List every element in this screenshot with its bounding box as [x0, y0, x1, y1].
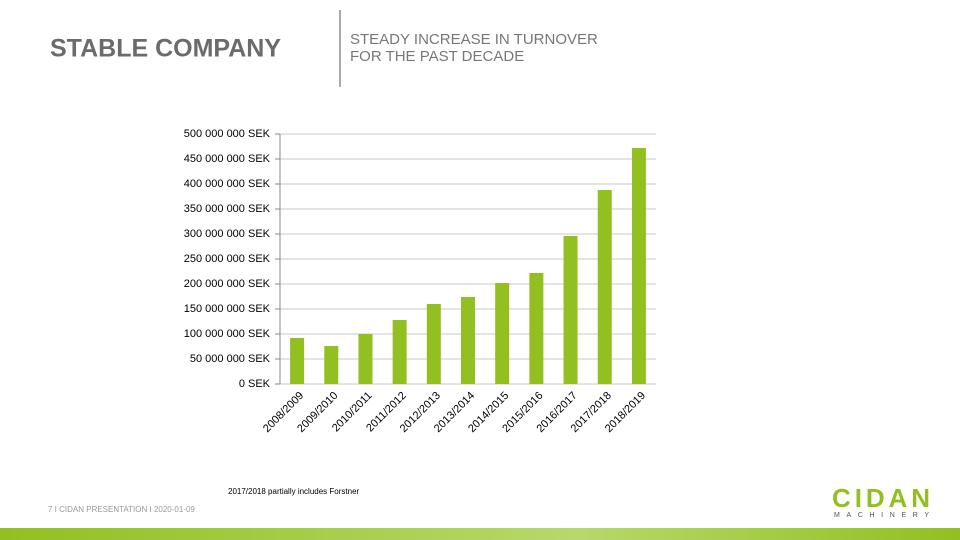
slide-title: STABLE COMPANY	[50, 35, 281, 63]
logo-tagline: MACHINERY	[834, 512, 929, 519]
y-tick-label: 500 000 000 SEK	[184, 128, 271, 140]
subtitle-line: FOR THE PAST DECADE	[350, 48, 524, 65]
y-tick-label: 0 SEK	[239, 378, 271, 390]
y-tick-label: 200 000 000 SEK	[184, 278, 271, 290]
chart-note: 2017/2018 partially includes Forstner	[228, 487, 360, 496]
y-tick-label: 450 000 000 SEK	[184, 153, 271, 165]
bar	[461, 297, 475, 384]
subtitle-line: STEADY INCREASE IN TURNOVER	[350, 31, 598, 48]
bar	[426, 304, 441, 384]
bar	[563, 236, 578, 384]
y-tick-label: 50 000 000 SEK	[190, 353, 271, 365]
y-tick-label: 150 000 000 SEK	[184, 303, 271, 315]
footer: 7 I CIDAN PRESENTATION I 2020-01-09	[48, 505, 195, 514]
y-tick-label: 350 000 000 SEK	[184, 203, 271, 215]
bar	[392, 320, 407, 384]
bar	[529, 273, 544, 384]
bar	[631, 148, 646, 384]
bar	[290, 338, 305, 384]
bar	[358, 334, 373, 384]
bar	[324, 346, 339, 384]
y-tick-label: 400 000 000 SEK	[184, 178, 271, 190]
bar	[495, 283, 510, 384]
y-tick-label: 250 000 000 SEK	[184, 253, 271, 265]
y-tick-label: 100 000 000 SEK	[184, 328, 271, 340]
chart: 0 SEK 50 000 000 SEK 100 000 000 SEK 150 00…	[184, 128, 656, 435]
y-tick-label: 300 000 000 SEK	[184, 228, 271, 240]
bottom-band	[0, 528, 960, 540]
bar	[597, 190, 612, 384]
logo-name: CIDAN	[832, 483, 930, 513]
